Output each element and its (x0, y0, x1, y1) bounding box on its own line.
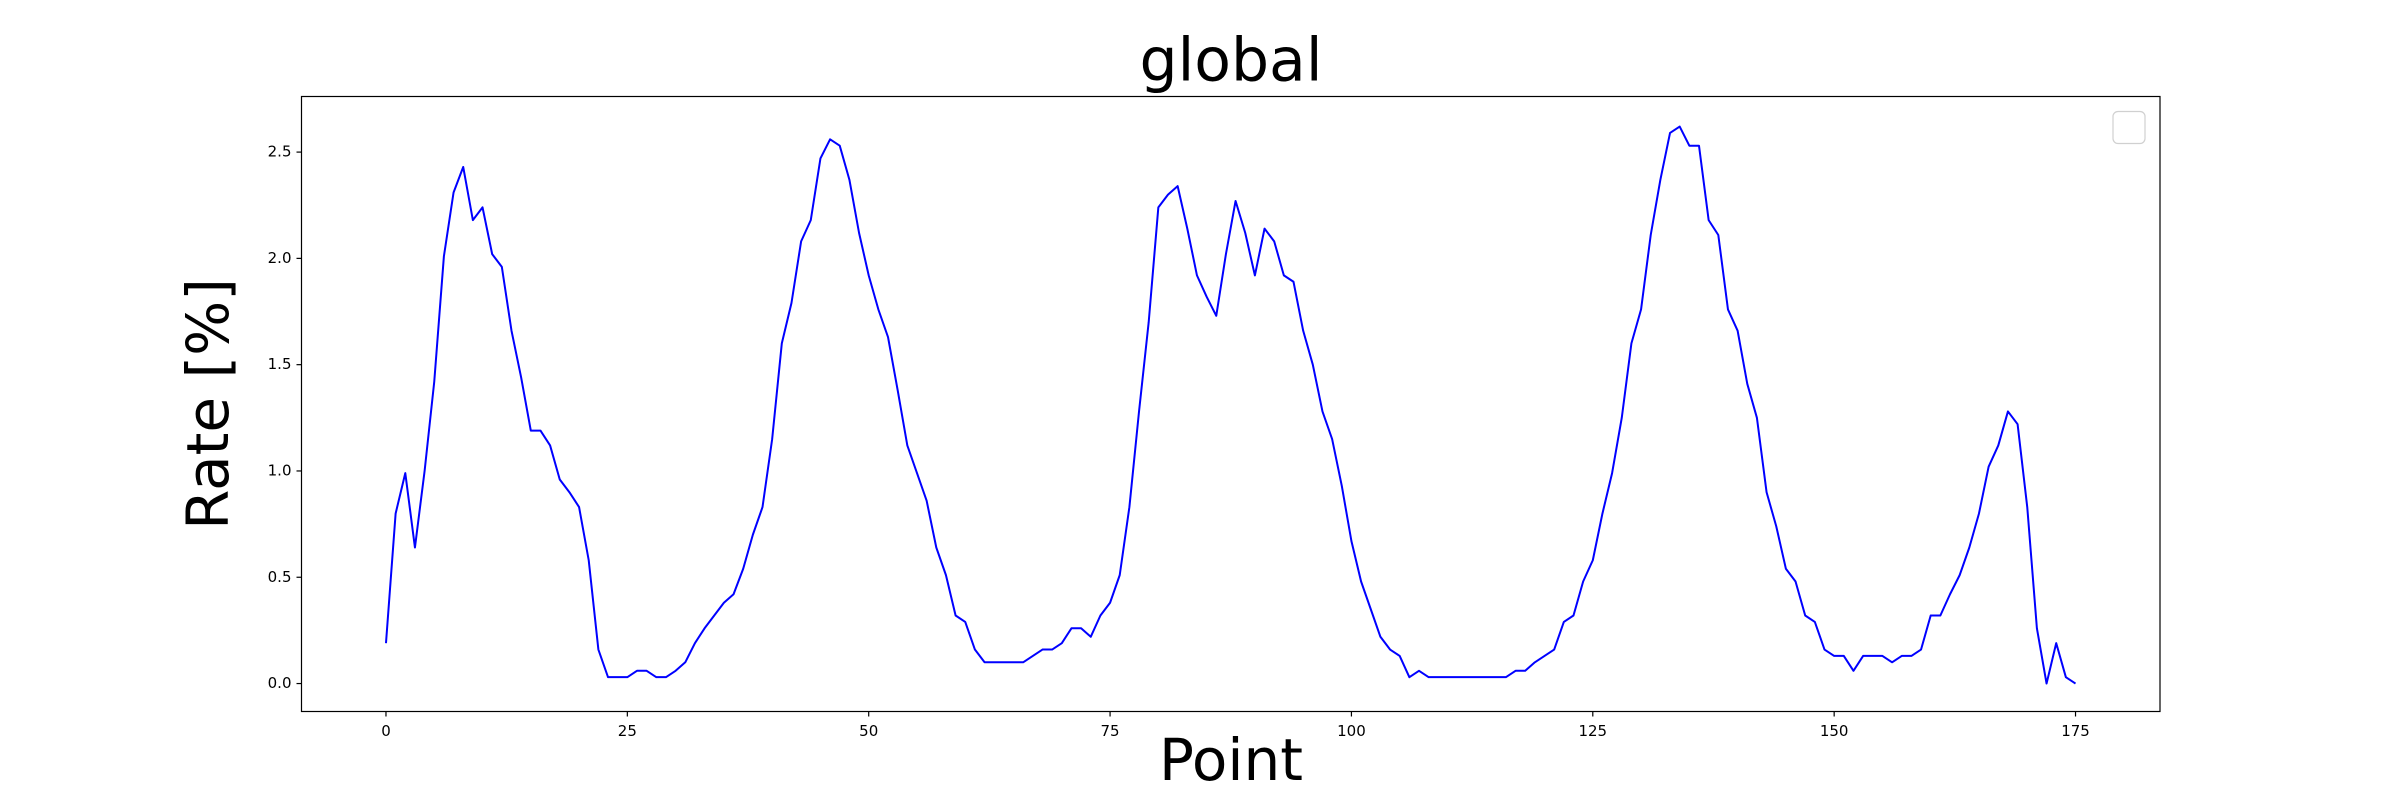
plot-frame (300, 95, 2161, 713)
x-tick-label: 50 (859, 722, 878, 740)
x-tick-label: 175 (2061, 722, 2090, 740)
x-tick-label: 0 (381, 722, 391, 740)
y-tick-label: 2.5 (268, 143, 292, 161)
chart-title: global (1140, 26, 1323, 96)
y-tick-label: 0.5 (268, 568, 292, 586)
y-tick-label: 0.0 (268, 674, 292, 692)
y-axis-label: Rate [%] (174, 278, 242, 530)
legend-box (2112, 110, 2146, 145)
x-tick-label: 25 (618, 722, 637, 740)
x-tick-label: 75 (1101, 722, 1120, 740)
x-axis-label: Point (1159, 726, 1303, 794)
x-tick-label: 125 (1578, 722, 1607, 740)
x-tick-label: 150 (1820, 722, 1849, 740)
y-tick-label: 2.0 (268, 249, 292, 267)
y-tick-label: 1.0 (268, 461, 292, 479)
y-tick-label: 1.5 (268, 355, 292, 373)
x-tick-label: 100 (1337, 722, 1366, 740)
data-line (384, 125, 2077, 685)
